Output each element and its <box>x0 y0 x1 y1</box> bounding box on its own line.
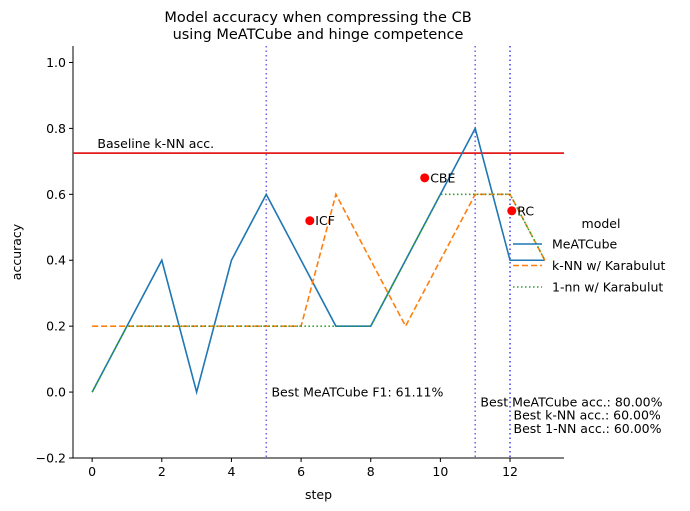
x-tick-label: 6 <box>297 464 305 479</box>
series-line <box>92 192 546 328</box>
baseline-label: Baseline k-NN acc. <box>97 136 214 151</box>
x-tick-label: 8 <box>367 464 375 479</box>
y-tick-label: 0.6 <box>46 187 66 202</box>
x-tick-label: 2 <box>158 464 166 479</box>
x-tick-label: 4 <box>227 464 235 479</box>
y-tick-label: 0.8 <box>46 121 66 136</box>
stat-annotation: Best k-NN acc.: 60.00% <box>514 408 661 423</box>
legend-label: 1-nn w/ Karabulut <box>552 280 663 295</box>
y-axis-label: accuracy <box>9 223 24 280</box>
stat-annotation: Best 1-NN acc.: 60.00% <box>514 421 662 436</box>
y-tick-label: 0.0 <box>46 385 66 400</box>
y-tick-label: 0.4 <box>46 253 66 268</box>
method-point <box>507 206 517 216</box>
chart-title-line: Model accuracy when compressing the CB <box>164 10 471 26</box>
series-line <box>91 193 546 393</box>
x-tick-label: 10 <box>432 464 448 479</box>
chart-title-line: using MeATCube and hinge competence <box>173 27 464 43</box>
method-point-label: CBE <box>430 170 455 185</box>
method-point-label: ICF <box>315 213 335 228</box>
y-tick-label: −0.2 <box>36 451 66 466</box>
x-tick-label: 0 <box>88 464 96 479</box>
legend-label: k-NN w/ Karabulut <box>552 258 666 273</box>
method-point <box>420 173 430 183</box>
x-tick-label: 12 <box>502 464 518 479</box>
method-point <box>305 216 315 226</box>
x-axis-label: step <box>305 487 332 502</box>
series-line <box>91 126 545 396</box>
y-tick-label: 1.0 <box>46 55 66 70</box>
stat-annotation: Best MeATCube acc.: 80.00% <box>480 394 662 409</box>
legend-label: MeATCube <box>552 237 618 252</box>
y-tick-label: 0.2 <box>46 319 66 334</box>
method-point-label: RC <box>517 203 534 218</box>
stat-annotation: Best MeATCube F1: 61.11% <box>271 385 443 400</box>
legend-title: model <box>582 216 621 231</box>
